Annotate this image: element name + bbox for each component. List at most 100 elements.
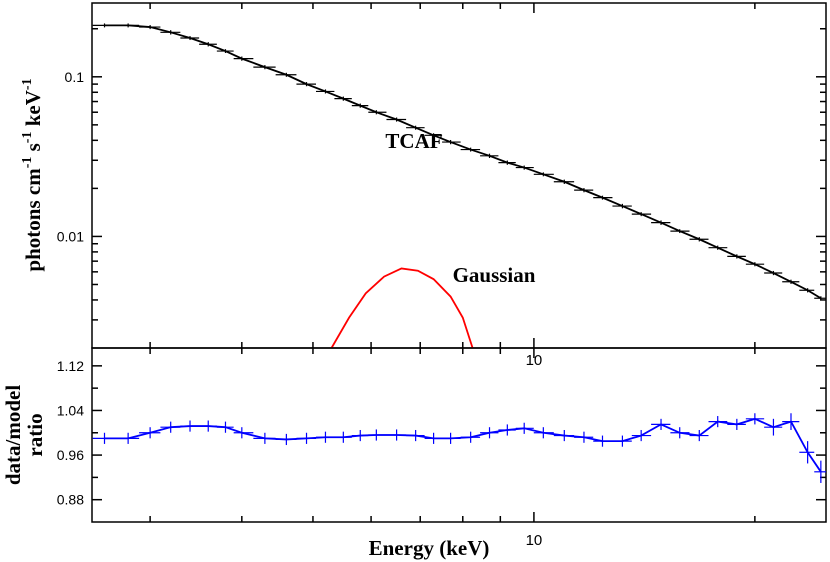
data-point xyxy=(160,421,181,433)
data-point xyxy=(593,435,613,447)
y-axis-label-part: photons cm xyxy=(21,168,45,272)
plot-area xyxy=(92,413,826,483)
data-point xyxy=(199,42,217,47)
data-point xyxy=(553,429,575,442)
data-point xyxy=(199,420,217,432)
plot-frame xyxy=(91,347,827,523)
y-axis-label-part: keV xyxy=(21,90,45,131)
data-point xyxy=(814,296,826,301)
data-point xyxy=(651,418,671,430)
data-point xyxy=(116,23,140,28)
data-point xyxy=(782,413,800,430)
data-point xyxy=(689,429,709,442)
data-point xyxy=(670,427,690,439)
series-label: TCAF xyxy=(385,129,442,153)
data-point xyxy=(296,82,316,87)
series-label: Gaussian xyxy=(453,263,536,287)
data-point xyxy=(764,270,783,276)
data-point xyxy=(424,133,443,138)
data-point xyxy=(553,179,575,185)
data-point xyxy=(814,460,826,483)
y-axis-label: data/model xyxy=(1,385,25,486)
data-point xyxy=(92,432,117,444)
y-tick-label: 0.96 xyxy=(57,447,84,463)
data-point xyxy=(334,431,352,443)
data-point xyxy=(515,165,534,170)
data-point xyxy=(799,288,815,293)
y-axis-label-part: -1 xyxy=(20,78,35,90)
x-axis-label: Energy (keV) xyxy=(369,536,490,560)
data-point xyxy=(612,203,632,209)
y-tick-label: 0.88 xyxy=(57,492,84,508)
data-point xyxy=(745,413,765,425)
data-point xyxy=(689,237,709,242)
data-point xyxy=(368,110,387,115)
x-tick-label: 10 xyxy=(526,352,543,369)
data-point xyxy=(275,72,297,77)
data-point xyxy=(406,125,425,130)
data-point xyxy=(651,220,671,225)
series-line xyxy=(104,24,822,300)
data-point xyxy=(406,429,425,442)
data-point xyxy=(386,117,407,122)
series-line xyxy=(330,267,474,348)
plot-frame xyxy=(91,2,827,349)
data-point xyxy=(442,139,461,145)
data-point xyxy=(368,429,387,441)
data-point xyxy=(180,36,200,41)
data-point xyxy=(351,429,369,442)
data-point xyxy=(515,422,534,434)
data-point xyxy=(296,432,316,444)
data-point xyxy=(315,431,335,443)
y-axis-label-part: -1 xyxy=(20,157,35,169)
data-point xyxy=(442,432,461,444)
data-point xyxy=(631,429,652,442)
data-point xyxy=(670,229,690,234)
data-point xyxy=(727,254,746,259)
y-axis-label: ratio xyxy=(23,413,47,456)
data-point xyxy=(160,30,181,35)
data-point xyxy=(727,418,746,430)
data-point xyxy=(593,195,613,200)
data-point xyxy=(139,427,161,439)
y-tick-label: 0.01 xyxy=(57,228,84,244)
data-point xyxy=(460,431,481,443)
data-point xyxy=(708,245,728,250)
data-point xyxy=(233,56,254,61)
x-tick-label: 10 xyxy=(526,532,543,549)
data-point xyxy=(799,441,815,464)
data-point xyxy=(424,432,443,444)
data-point xyxy=(612,435,632,447)
data-point xyxy=(533,427,554,439)
y-axis-label-part: -1 xyxy=(20,132,35,144)
y-axis-label: photons cm-1 s-1 keV-1 xyxy=(20,78,45,271)
data-point xyxy=(745,262,765,267)
plot-area xyxy=(92,23,826,348)
y-tick-label: 0.1 xyxy=(65,69,85,85)
y-tick-label: 1.04 xyxy=(57,402,84,418)
data-point xyxy=(233,427,254,439)
data-point xyxy=(253,65,276,70)
data-point xyxy=(533,172,554,177)
data-point xyxy=(253,432,276,444)
data-point xyxy=(315,89,335,94)
data-point xyxy=(351,103,369,108)
data-point xyxy=(216,49,234,53)
data-point xyxy=(92,23,117,28)
data-point xyxy=(139,25,161,30)
data-point xyxy=(574,188,594,193)
data-point xyxy=(386,429,407,441)
data-point xyxy=(498,424,516,436)
data-point xyxy=(574,431,594,443)
data-point xyxy=(460,147,481,152)
data-point xyxy=(764,418,783,436)
y-tick-label: 1.12 xyxy=(57,358,84,374)
data-point xyxy=(334,96,352,101)
data-point xyxy=(631,212,652,217)
y-axis-label-part: s xyxy=(21,143,45,156)
data-point xyxy=(480,427,499,439)
data-point xyxy=(180,420,200,432)
data-point xyxy=(498,160,516,165)
data-point xyxy=(708,416,728,428)
